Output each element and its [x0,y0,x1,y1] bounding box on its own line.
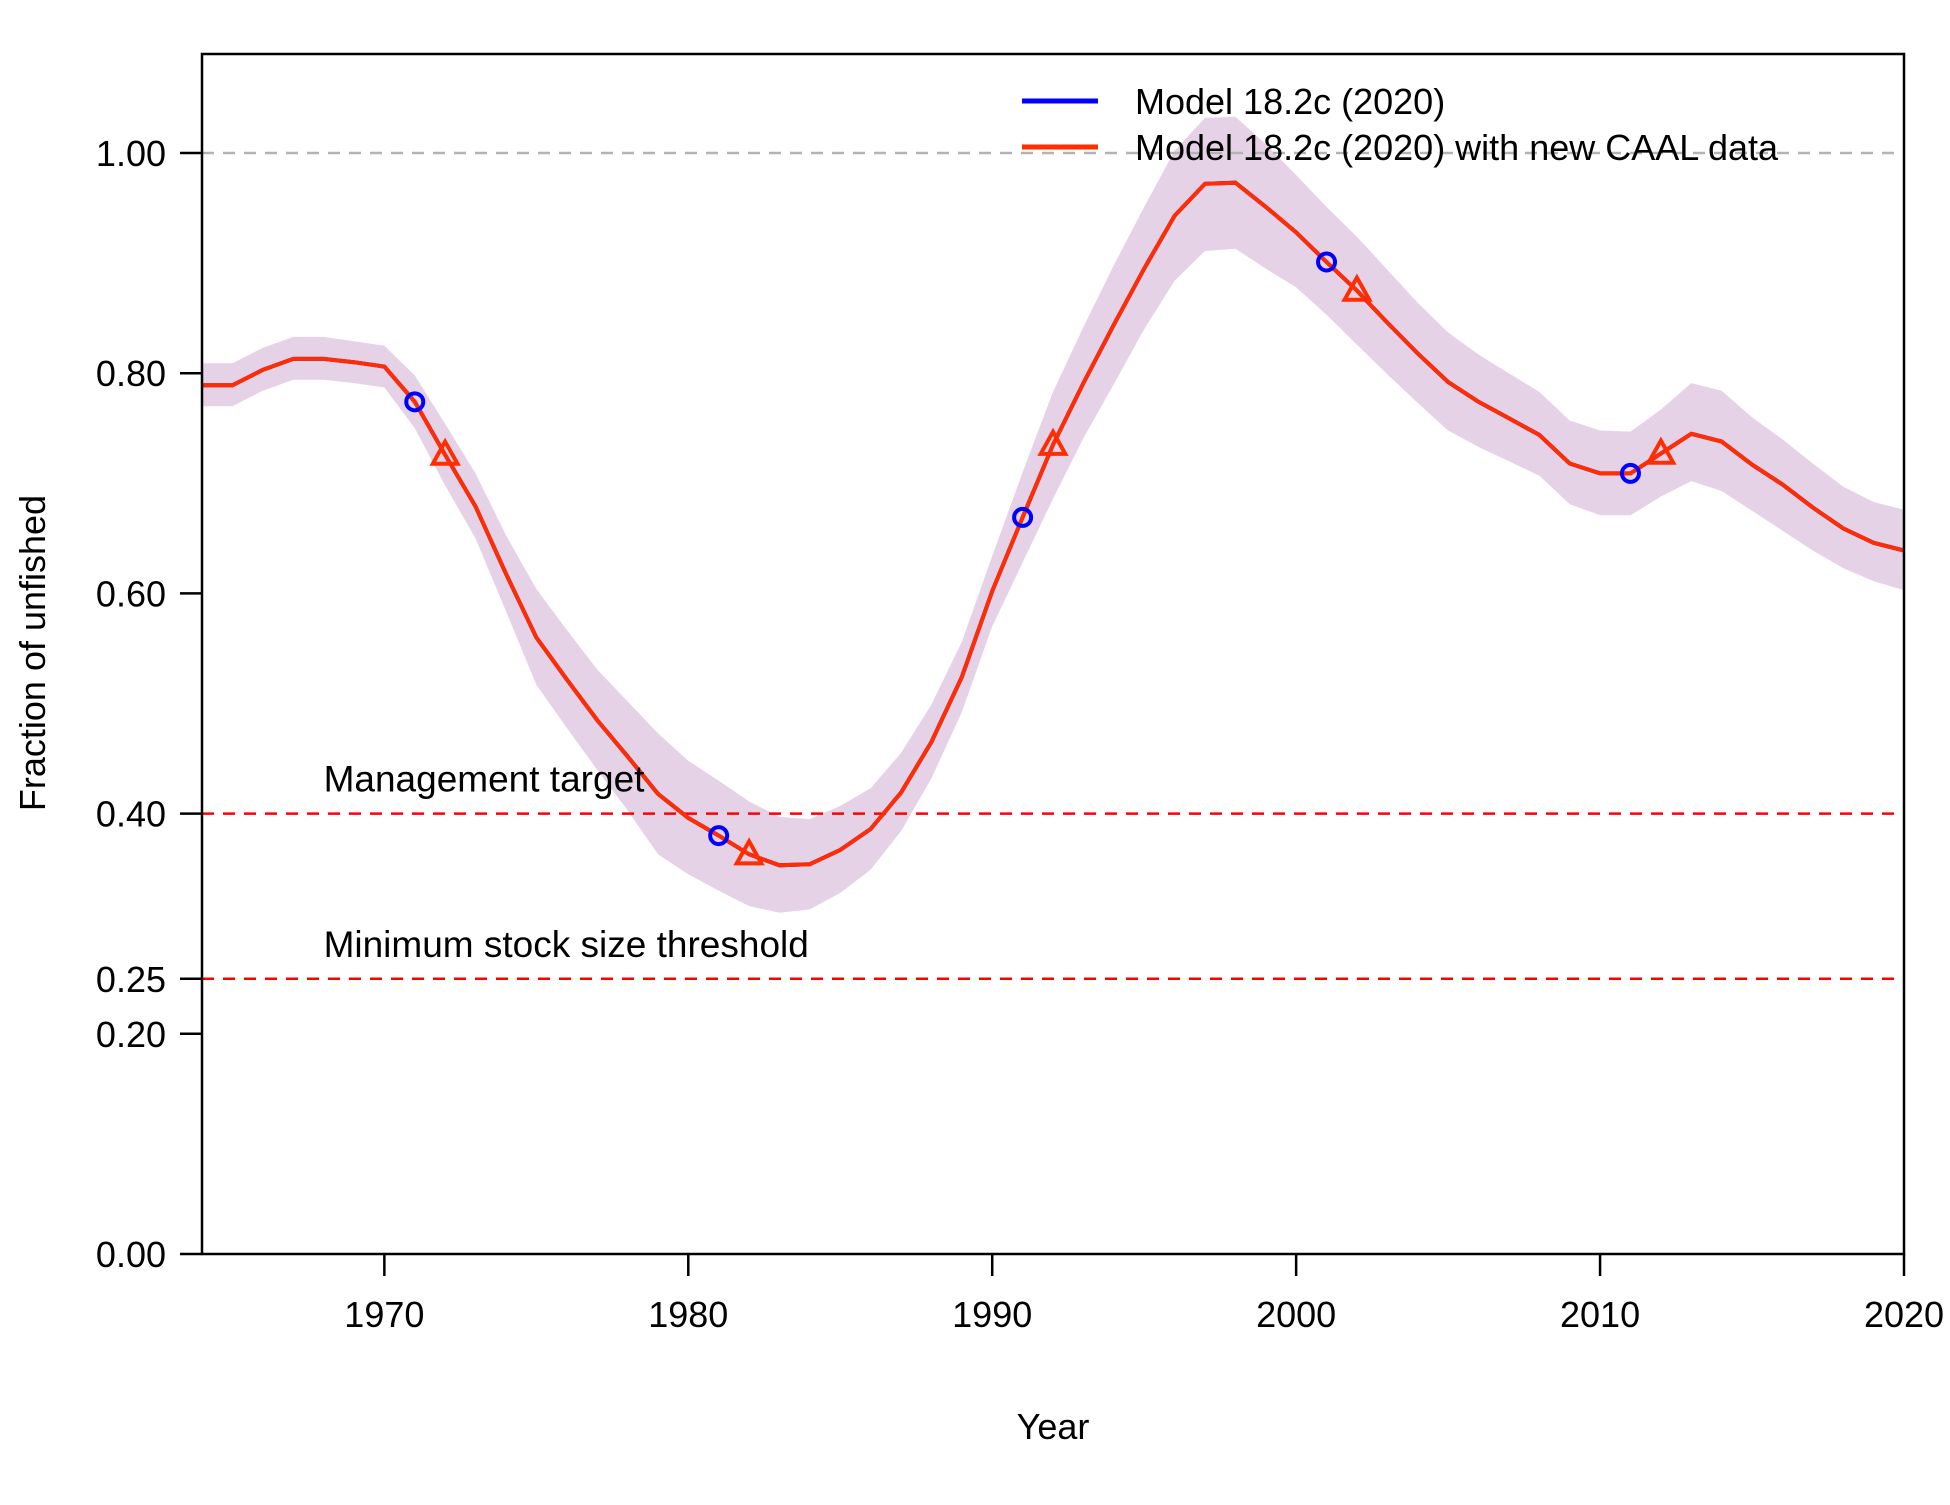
x-tick-label: 1980 [648,1294,728,1335]
y-tick-label: 0.25 [96,959,166,1000]
series-point-circle [1619,462,1641,484]
legend: Model 18.2c (2020) Model 18.2c (2020) wit… [1022,81,1779,168]
reference-label-minimum-stock-size-threshold: Minimum stock size threshold [324,924,809,965]
x-tick-label: 2020 [1864,1294,1944,1335]
series-point-circle [1316,251,1338,273]
reference-lines-layer [202,151,1904,980]
series-point-triangle [1341,273,1373,302]
series-point-triangle [1645,436,1677,465]
legend-label: Model 18.2c (2020) with new CAAL data [1135,127,1779,168]
y-tick-label: 0.80 [96,353,166,394]
x-tick-label: 2010 [1560,1294,1640,1335]
reference-label-management-target: Management target [324,759,646,800]
series-point-triangle [429,437,461,466]
series-point-circle [1012,506,1034,528]
series-point-triangle [733,837,765,866]
series-point-circle [708,825,730,847]
confidence-band [202,116,1904,913]
x-tick-label: 1970 [344,1294,424,1335]
labels-layer: Year Fraction of unfished Management tar… [12,495,1089,1447]
series-point-circle [404,391,426,413]
y-tick-label: 0.40 [96,794,166,835]
plot-frame [200,52,1906,1256]
x-tick-label: 1990 [952,1294,1032,1335]
confidence-band-layer [202,116,1904,913]
series-point-triangle [1037,427,1069,456]
y-tick-label: 0.20 [96,1014,166,1055]
y-axis-title: Fraction of unfished [12,495,53,811]
y-tick-label: 0.60 [96,573,166,614]
series-markers-layer [404,251,1677,866]
legend-label: Model 18.2c (2020) [1135,81,1445,122]
x-axis-title: Year [1017,1406,1090,1447]
y-tick-label: 0.00 [96,1234,166,1275]
y-tick-label: 1.00 [96,133,166,174]
axes-layer: 0.00 0.20 0.25 0.40 0.60 0.80 1.00 1970 1980 1990… [96,52,1944,1335]
x-tick-label: 2000 [1256,1294,1336,1335]
